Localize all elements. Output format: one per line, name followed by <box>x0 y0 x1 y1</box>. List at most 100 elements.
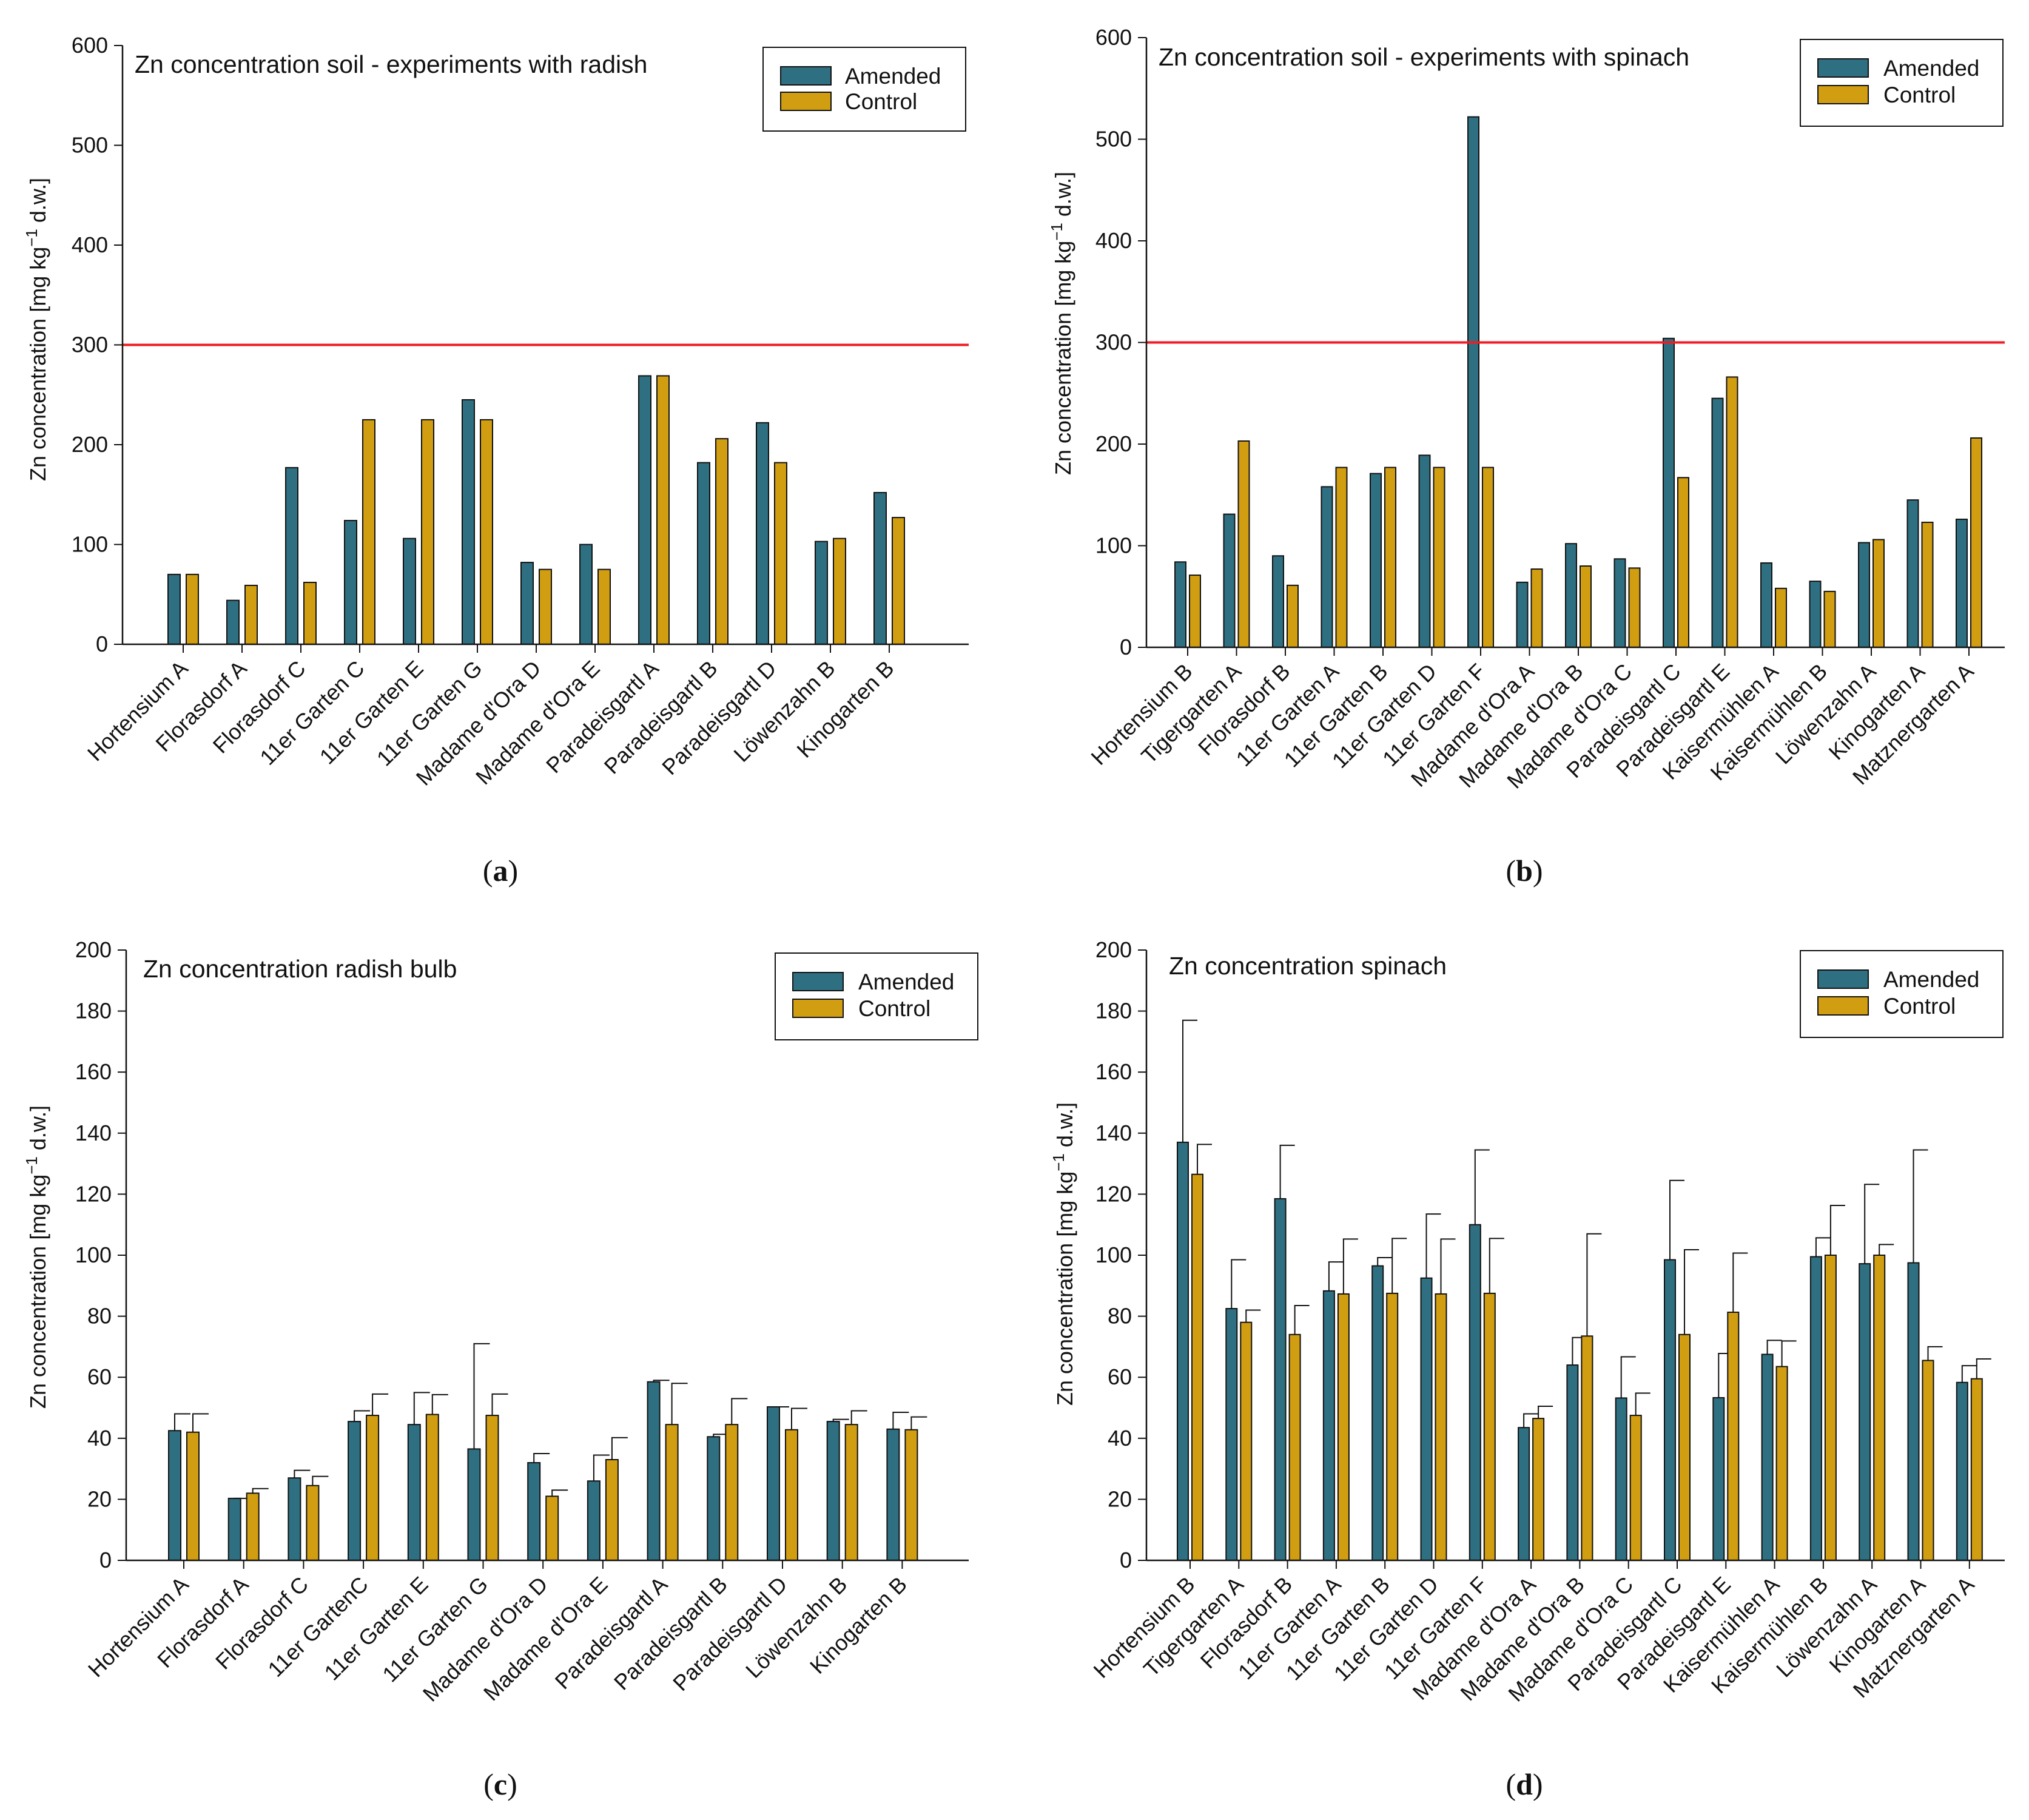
bar-control-16 <box>1970 437 1982 648</box>
bar-amended-12 <box>886 1428 900 1561</box>
legend: Amended Control <box>775 952 978 1040</box>
bar-amended-7 <box>1516 581 1529 648</box>
bar-amended-3 <box>1321 486 1333 648</box>
bar-amended-5 <box>1420 1277 1433 1562</box>
y-axis-label-sup: −1 <box>1049 1153 1068 1171</box>
y-axis-label-tail: d.w.] <box>1052 1102 1077 1153</box>
x-tick-label-5: 11er Garten G <box>372 656 487 771</box>
bar-control-6 <box>539 568 552 645</box>
y-axis-label-tail: d.w.] <box>1051 172 1075 223</box>
bar-control-7 <box>597 568 611 645</box>
legend-swatch-control <box>792 999 844 1018</box>
bar-control-10 <box>774 462 787 645</box>
y-tick-label-8: 160 <box>1095 1059 1132 1084</box>
bar-control-4 <box>425 1414 439 1561</box>
legend: Amended Control <box>1800 950 2004 1038</box>
legend-swatch-amended <box>780 66 832 86</box>
bar-control-0 <box>186 1431 200 1561</box>
bar-amended-11 <box>826 1421 840 1562</box>
bar-amended-2 <box>288 1477 301 1561</box>
panel-a-radish-soil: Zn concentration soil - experiments with… <box>22 33 969 790</box>
bar-amended-9 <box>697 462 710 645</box>
legend-box <box>762 47 966 132</box>
bar-control-0 <box>1191 1173 1203 1561</box>
bar-control-0 <box>186 573 199 645</box>
y-tick-label-5: 500 <box>1095 127 1132 152</box>
bar-amended-15 <box>1906 499 1919 648</box>
legend-label-amended: Amended <box>1883 967 1979 992</box>
bar-control-9 <box>1628 567 1641 648</box>
bar-amended-14 <box>1858 542 1870 648</box>
bar-control-6 <box>1482 467 1494 649</box>
y-tick-label-0: 0 <box>96 632 108 656</box>
bar-control-4 <box>1386 1292 1399 1561</box>
bar-control-12 <box>1775 1366 1788 1561</box>
y-tick-label-10: 200 <box>75 937 112 962</box>
legend-label-control: Control <box>1883 83 1956 107</box>
y-tick-label-7: 140 <box>1095 1121 1132 1145</box>
bar-control-2 <box>1287 584 1299 649</box>
bar-amended-5 <box>467 1448 481 1562</box>
legend-swatch-control <box>1817 85 1869 104</box>
bar-control-5 <box>480 419 493 645</box>
bar-control-8 <box>1580 565 1592 648</box>
bar-amended-6 <box>1469 1224 1481 1561</box>
bar-amended-6 <box>520 562 534 645</box>
chart-title: Zn concentration spinach <box>1169 952 1447 980</box>
bar-control-9 <box>715 438 728 645</box>
bar-amended-9 <box>707 1436 721 1561</box>
y-axis-label-sup: −1 <box>22 1156 41 1175</box>
chart-title: Zn concentration soil - experiments with… <box>135 50 647 78</box>
bar-amended-0 <box>1177 1141 1189 1561</box>
y-axis-label: Zn concentration [mg kg−1 d.w.] <box>22 178 50 481</box>
bar-amended-4 <box>1370 473 1382 648</box>
bar-amended-1 <box>1223 513 1236 649</box>
bar-control-10 <box>1678 1333 1691 1562</box>
legend-label-control: Control <box>1883 994 1956 1019</box>
bar-amended-6 <box>1467 116 1479 648</box>
bar-control-8 <box>1581 1335 1593 1561</box>
y-tick-label-9: 180 <box>1095 999 1132 1023</box>
bar-control-3 <box>1337 1293 1350 1562</box>
bar-control-1 <box>246 1492 260 1562</box>
y-tick-label-6: 600 <box>72 33 108 58</box>
legend-label-amended: Amended <box>858 969 954 994</box>
bar-control-4 <box>1384 467 1396 649</box>
bar-control-8 <box>656 375 670 645</box>
legend-box <box>1800 950 2004 1038</box>
y-tick-label-5: 100 <box>75 1242 112 1267</box>
bar-control-13 <box>1823 590 1836 648</box>
bar-control-13 <box>1824 1255 1837 1561</box>
bar-amended-13 <box>1809 581 1822 648</box>
chart-title: Zn concentration soil - experiments with… <box>1159 43 1689 71</box>
y-tick-label-9: 180 <box>75 999 112 1023</box>
bar-control-7 <box>1532 1418 1545 1561</box>
y-axis-label: Zn concentration [mg kg−1 d.w.] <box>1049 1102 1077 1406</box>
y-tick-label-3: 60 <box>87 1364 112 1389</box>
caption-letter: b <box>1516 854 1533 888</box>
y-tick-label-3: 300 <box>1095 330 1132 355</box>
bar-amended-11 <box>1711 397 1724 648</box>
bar-amended-16 <box>1956 518 1968 649</box>
bar-amended-6 <box>527 1462 541 1562</box>
y-axis-label-main: Zn concentration [mg kg <box>1051 241 1075 475</box>
bar-control-4 <box>421 419 434 645</box>
y-axis-label-tail: d.w.] <box>25 1105 50 1156</box>
bar-control-5 <box>1435 1293 1447 1562</box>
legend-swatch-control <box>1817 996 1869 1016</box>
bar-amended-7 <box>1518 1427 1530 1562</box>
bar-control-7 <box>1530 568 1543 649</box>
x-tick-label-4: 11er Garten E <box>319 1572 432 1685</box>
bar-control-11 <box>833 538 846 645</box>
bar-control-3 <box>366 1415 380 1561</box>
bar-control-7 <box>605 1459 619 1562</box>
bar-amended-10 <box>756 422 769 645</box>
y-tick-label-2: 40 <box>1108 1426 1132 1451</box>
bar-amended-8 <box>647 1381 661 1562</box>
bar-control-14 <box>1873 539 1885 649</box>
legend: Amended Control <box>1800 39 2004 127</box>
